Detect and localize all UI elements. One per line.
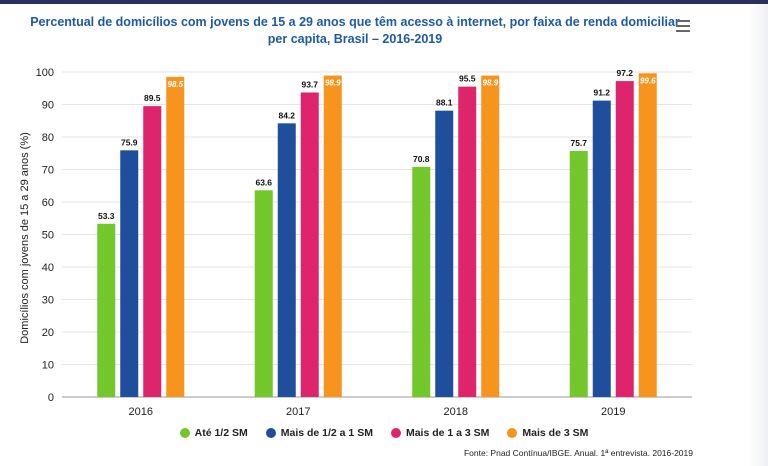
bar[interactable]	[569, 150, 588, 397]
x-tick-label: 2018	[444, 406, 468, 418]
legend-swatch	[179, 428, 190, 438]
bar[interactable]	[97, 223, 116, 397]
data-label: 84.2	[278, 110, 295, 120]
y-tick-label: 10	[42, 360, 54, 372]
right-edge-shade	[748, 4, 768, 466]
data-label: 88.1	[436, 98, 453, 108]
legend-label: Mais de 1/2 a 1 SM	[280, 427, 373, 439]
legend-label: Até 1/2 SM	[194, 427, 248, 439]
bar[interactable]	[254, 190, 273, 397]
data-label: 97.2	[616, 68, 633, 78]
legend-item[interactable]: Mais de 1 a 3 SM	[390, 427, 490, 439]
x-tick-label: 2016	[129, 406, 153, 418]
bar[interactable]	[412, 166, 431, 397]
y-tick-label: 40	[42, 262, 54, 274]
bar[interactable]	[435, 110, 454, 398]
legend-label: Mais de 1 a 3 SM	[405, 427, 490, 439]
legend: Até 1/2 SM Mais de 1/2 a 1 SM Mais de 1 a …	[0, 427, 768, 439]
data-label: 95.5	[459, 74, 476, 84]
data-label: 93.7	[301, 79, 318, 89]
legend-item[interactable]: Até 1/2 SM	[179, 427, 248, 439]
bar[interactable]	[592, 100, 611, 397]
data-label: 99.6	[640, 76, 656, 85]
legend-swatch	[265, 428, 276, 438]
bar[interactable]	[120, 150, 139, 397]
bar[interactable]	[615, 81, 634, 397]
data-label: 53.3	[98, 211, 115, 221]
bar[interactable]	[277, 123, 296, 397]
bar[interactable]	[458, 86, 477, 397]
data-label: 98.9	[482, 79, 498, 88]
y-tick-label: 80	[42, 132, 54, 144]
top-border	[0, 0, 768, 4]
legend-swatch	[507, 428, 518, 438]
y-axis-label: Domicílios com jovens de 15 a 29 anos (%…	[19, 132, 31, 344]
y-tick-label: 0	[48, 392, 54, 404]
y-tick-label: 100	[36, 67, 54, 79]
data-label: 91.2	[593, 88, 610, 98]
y-tick-label: 70	[42, 165, 54, 177]
y-tick-label: 30	[42, 295, 54, 307]
chart-title: Percentual de domicílios com jovens de 1…	[30, 15, 680, 46]
bar[interactable]	[300, 92, 319, 397]
bar[interactable]	[166, 76, 185, 397]
source-note: Fonte: Pnad Contínua/IBGE. Anual. 1ª ent…	[463, 448, 693, 458]
y-tick-label: 50	[42, 230, 54, 242]
data-label: 75.7	[570, 138, 587, 148]
data-label: 70.8	[413, 154, 430, 164]
bar[interactable]	[143, 106, 162, 397]
y-tick-label: 60	[42, 197, 54, 209]
data-label: 89.5	[144, 93, 161, 103]
y-tick-label: 20	[42, 327, 54, 339]
data-label: 75.9	[121, 137, 138, 147]
data-label: 63.6	[255, 177, 272, 187]
bar[interactable]	[481, 75, 500, 397]
x-tick-label: 2019	[601, 406, 625, 418]
bar[interactable]	[323, 75, 342, 397]
hamburger-menu-icon[interactable]	[676, 20, 690, 34]
data-label: 98.9	[325, 79, 341, 88]
x-tick-label: 2017	[286, 406, 310, 418]
legend-item[interactable]: Mais de 1/2 a 1 SM	[265, 427, 373, 439]
bar[interactable]	[638, 73, 657, 398]
legend-label: Mais de 3 SM	[522, 427, 589, 439]
legend-swatch	[390, 428, 401, 438]
y-tick-label: 90	[42, 100, 54, 112]
data-label: 98.5	[167, 80, 183, 89]
legend-item[interactable]: Mais de 3 SM	[507, 427, 588, 439]
